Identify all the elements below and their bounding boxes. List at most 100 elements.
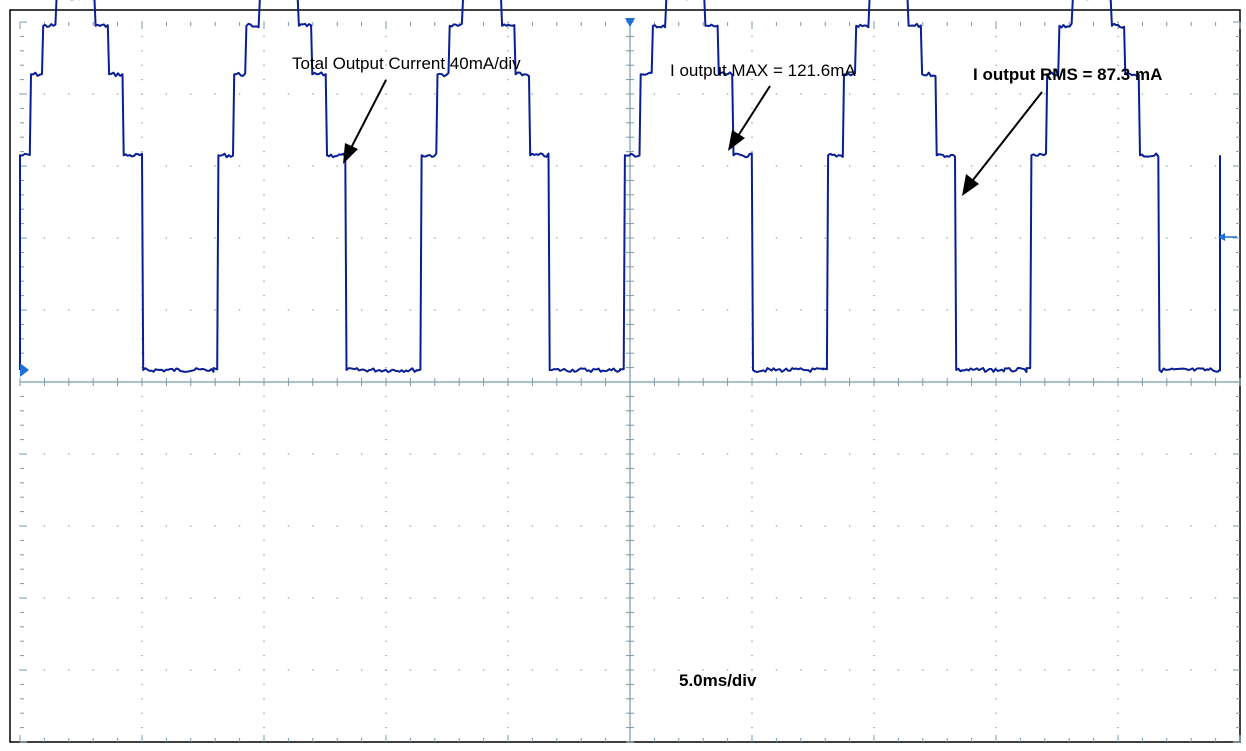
grid-dot	[556, 525, 558, 527]
grid-dot	[263, 251, 265, 253]
grid-dot	[1117, 50, 1119, 52]
grid-dot	[1117, 194, 1119, 196]
grid-dot	[727, 525, 729, 527]
grid-dot	[287, 525, 289, 527]
grid-dot	[409, 93, 411, 95]
grid-dot	[483, 309, 485, 311]
grid-dot	[1141, 525, 1143, 527]
grid-dot	[263, 669, 265, 671]
grid-dot	[1141, 597, 1143, 599]
grid-dot	[702, 93, 704, 95]
grid-dot	[214, 525, 216, 527]
grid-dot	[1117, 539, 1119, 541]
grid-dot	[995, 669, 997, 671]
grid-dot	[507, 208, 509, 210]
grid-dot	[897, 309, 899, 311]
grid-dot	[287, 597, 289, 599]
grid-dot	[434, 309, 436, 311]
grid-dot	[556, 309, 558, 311]
grid-dot	[995, 208, 997, 210]
grid-dot	[995, 698, 997, 700]
grid-dot	[43, 165, 45, 167]
grid-dot	[1117, 165, 1119, 167]
grid-dot	[1044, 309, 1046, 311]
grid-dot	[385, 453, 387, 455]
grid-dot	[751, 79, 753, 81]
grid-dot	[1019, 525, 1021, 527]
grid-dot	[1117, 669, 1119, 671]
grid-dot	[1117, 93, 1119, 95]
grid-dot	[1166, 525, 1168, 527]
grid-dot	[605, 597, 607, 599]
grid-dot	[263, 424, 265, 426]
grid-dot	[68, 597, 70, 599]
grid-dot	[751, 683, 753, 685]
grid-dot	[1117, 683, 1119, 685]
grid-dot	[141, 669, 143, 671]
grid-dot	[507, 136, 509, 138]
grid-dot	[751, 136, 753, 138]
grid-dot	[385, 597, 387, 599]
grid-dot	[458, 165, 460, 167]
grid-dot	[141, 683, 143, 685]
grid-dot	[507, 93, 509, 95]
grid-dot	[1044, 237, 1046, 239]
grid-dot	[751, 583, 753, 585]
grid-dot	[873, 79, 875, 81]
grid-dot	[751, 439, 753, 441]
grid-dot	[92, 237, 94, 239]
grid-dot	[263, 280, 265, 282]
grid-dot	[1044, 669, 1046, 671]
grid-dot	[1117, 410, 1119, 412]
grid-dot	[751, 611, 753, 613]
grid-dot	[824, 93, 826, 95]
grid-dot	[580, 309, 582, 311]
grid-dot	[92, 597, 94, 599]
grid-dot	[1093, 237, 1095, 239]
grid-dot	[434, 165, 436, 167]
grid-dot	[1141, 309, 1143, 311]
grid-dot	[385, 165, 387, 167]
grid-dot	[580, 453, 582, 455]
grid-dot	[263, 511, 265, 513]
grid-dot	[1117, 151, 1119, 153]
grid-dot	[214, 669, 216, 671]
grid-dot	[263, 151, 265, 153]
grid-dot	[873, 683, 875, 685]
grid-dot	[312, 669, 314, 671]
grid-dot	[141, 626, 143, 628]
grid-dot	[312, 597, 314, 599]
scale-annotation: Total Output Current 40mA/div	[292, 54, 521, 73]
grid-dot	[1117, 237, 1119, 239]
grid-dot	[458, 93, 460, 95]
grid-dot	[458, 309, 460, 311]
grid-dot	[873, 626, 875, 628]
grid-dot	[580, 597, 582, 599]
grid-dot	[995, 323, 997, 325]
grid-dot	[507, 525, 509, 527]
grid-dot	[141, 597, 143, 599]
grid-dot	[507, 712, 509, 714]
grid-dot	[946, 309, 948, 311]
grid-dot	[117, 237, 119, 239]
grid-dot	[1117, 107, 1119, 109]
grid-dot	[385, 683, 387, 685]
grid-dot	[873, 64, 875, 66]
grid-dot	[385, 367, 387, 369]
grid-dot	[507, 611, 509, 613]
grid-dot	[1068, 453, 1070, 455]
grid-dot	[141, 50, 143, 52]
grid-dot	[824, 525, 826, 527]
grid-dot	[507, 122, 509, 124]
grid-dot	[1093, 165, 1095, 167]
grid-dot	[1068, 309, 1070, 311]
grid-dot	[385, 93, 387, 95]
grid-dot	[385, 151, 387, 153]
grid-dot	[678, 237, 680, 239]
grid-dot	[605, 165, 607, 167]
grid-dot	[1117, 525, 1119, 527]
grid-dot	[312, 453, 314, 455]
grid-dot	[995, 712, 997, 714]
grid-dot	[873, 295, 875, 297]
